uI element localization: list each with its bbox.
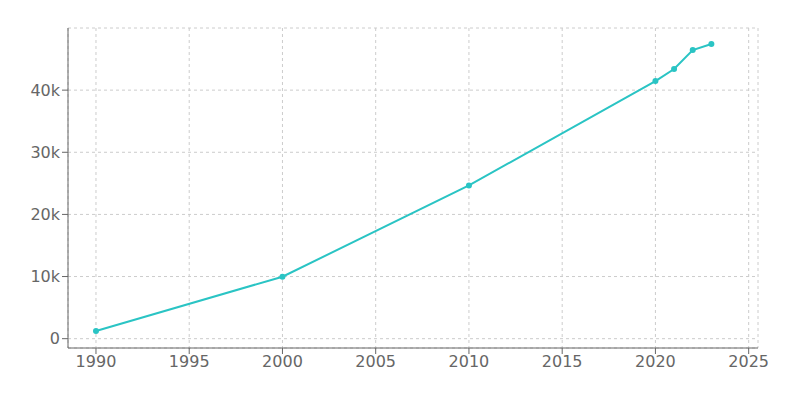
svg-text:2010: 2010 xyxy=(449,352,490,371)
svg-text:2025: 2025 xyxy=(728,352,769,371)
svg-text:10k: 10k xyxy=(30,267,60,286)
svg-text:2000: 2000 xyxy=(262,352,303,371)
svg-text:2005: 2005 xyxy=(355,352,396,371)
svg-text:2020: 2020 xyxy=(635,352,676,371)
svg-text:40k: 40k xyxy=(30,81,60,100)
svg-text:0: 0 xyxy=(50,329,60,348)
svg-text:20k: 20k xyxy=(30,205,60,224)
svg-text:1990: 1990 xyxy=(76,352,117,371)
svg-text:1995: 1995 xyxy=(169,352,210,371)
svg-text:2015: 2015 xyxy=(542,352,583,371)
svg-text:30k: 30k xyxy=(30,143,60,162)
